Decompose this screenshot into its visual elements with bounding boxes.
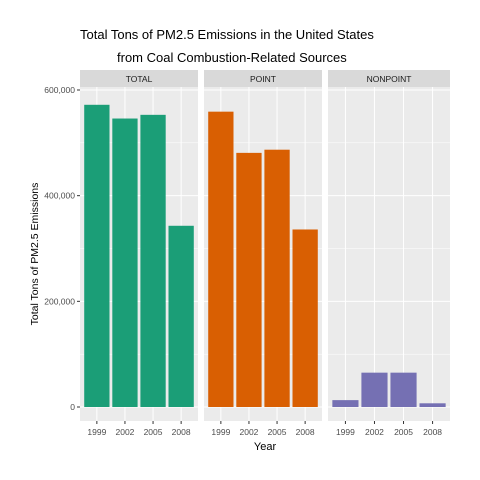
x-tick-label: 2002 xyxy=(115,427,134,437)
y-axis: 0 200,000 400,000 600,000 xyxy=(44,85,80,412)
facet-strip-label: TOTAL xyxy=(126,74,153,84)
x-tick-label: 2008 xyxy=(296,427,315,437)
x-tick-label: 2008 xyxy=(423,427,442,437)
x-tick-label: 1999 xyxy=(336,427,355,437)
x-tick-label: 1999 xyxy=(87,427,106,437)
bar-point-2008 xyxy=(292,229,318,407)
y-tick-label: 600,000 xyxy=(44,85,75,95)
x-tick-label: 2008 xyxy=(172,427,191,437)
bar-nonpoint-2005 xyxy=(390,372,417,407)
y-tick-label: 200,000 xyxy=(44,296,75,306)
bar-nonpoint-1999 xyxy=(332,400,359,407)
y-axis-label: Total Tons of PM2.5 Emissions xyxy=(29,183,41,326)
y-tick-label: 400,000 xyxy=(44,191,75,201)
bar-point-2005 xyxy=(264,149,290,407)
facet-panel-total: TOTAL 1999 2002 2005 2008 xyxy=(80,70,198,437)
facet-strip xyxy=(328,70,450,87)
x-tick-label: 2002 xyxy=(239,427,258,437)
x-axis-label: Year xyxy=(254,441,277,453)
facet-strip-label: NONPOINT xyxy=(367,74,412,84)
x-tick-label: 2002 xyxy=(365,427,384,437)
x-tick-label: 2005 xyxy=(268,427,287,437)
bar-total-2008 xyxy=(168,225,194,407)
y-tick-label: 0 xyxy=(70,402,75,412)
facet-strip xyxy=(204,70,322,87)
chart-title-line-1: Total Tons of PM2.5 Emissions in the Uni… xyxy=(80,27,374,42)
bar-total-2002 xyxy=(112,118,138,407)
facet-panel-nonpoint: NONPOINT 1999 2002 2005 2008 xyxy=(328,70,450,437)
chart-title-line-2: from Coal Combustion-Related Sources xyxy=(117,50,347,65)
facet-panels: TOTAL 1999 2002 2005 2008 POINT 1999 2002 2005 20… xyxy=(80,70,450,437)
bar-total-1999 xyxy=(84,104,110,407)
y-axis-label-group: Total Tons of PM2.5 Emissions xyxy=(29,183,41,326)
facet-panel-background xyxy=(328,87,450,421)
facet-strip xyxy=(80,70,198,87)
bar-total-2005 xyxy=(140,114,166,407)
bar-point-1999 xyxy=(208,111,234,407)
facet-strip-label: POINT xyxy=(250,74,276,84)
bar-point-2002 xyxy=(236,152,262,407)
x-tick-label: 1999 xyxy=(211,427,230,437)
x-tick-label: 2005 xyxy=(144,427,163,437)
bar-nonpoint-2002 xyxy=(361,372,388,407)
bar-nonpoint-2008 xyxy=(419,403,446,407)
x-tick-label: 2005 xyxy=(394,427,413,437)
facet-panel-point: POINT 1999 2002 2005 2008 xyxy=(204,70,322,437)
